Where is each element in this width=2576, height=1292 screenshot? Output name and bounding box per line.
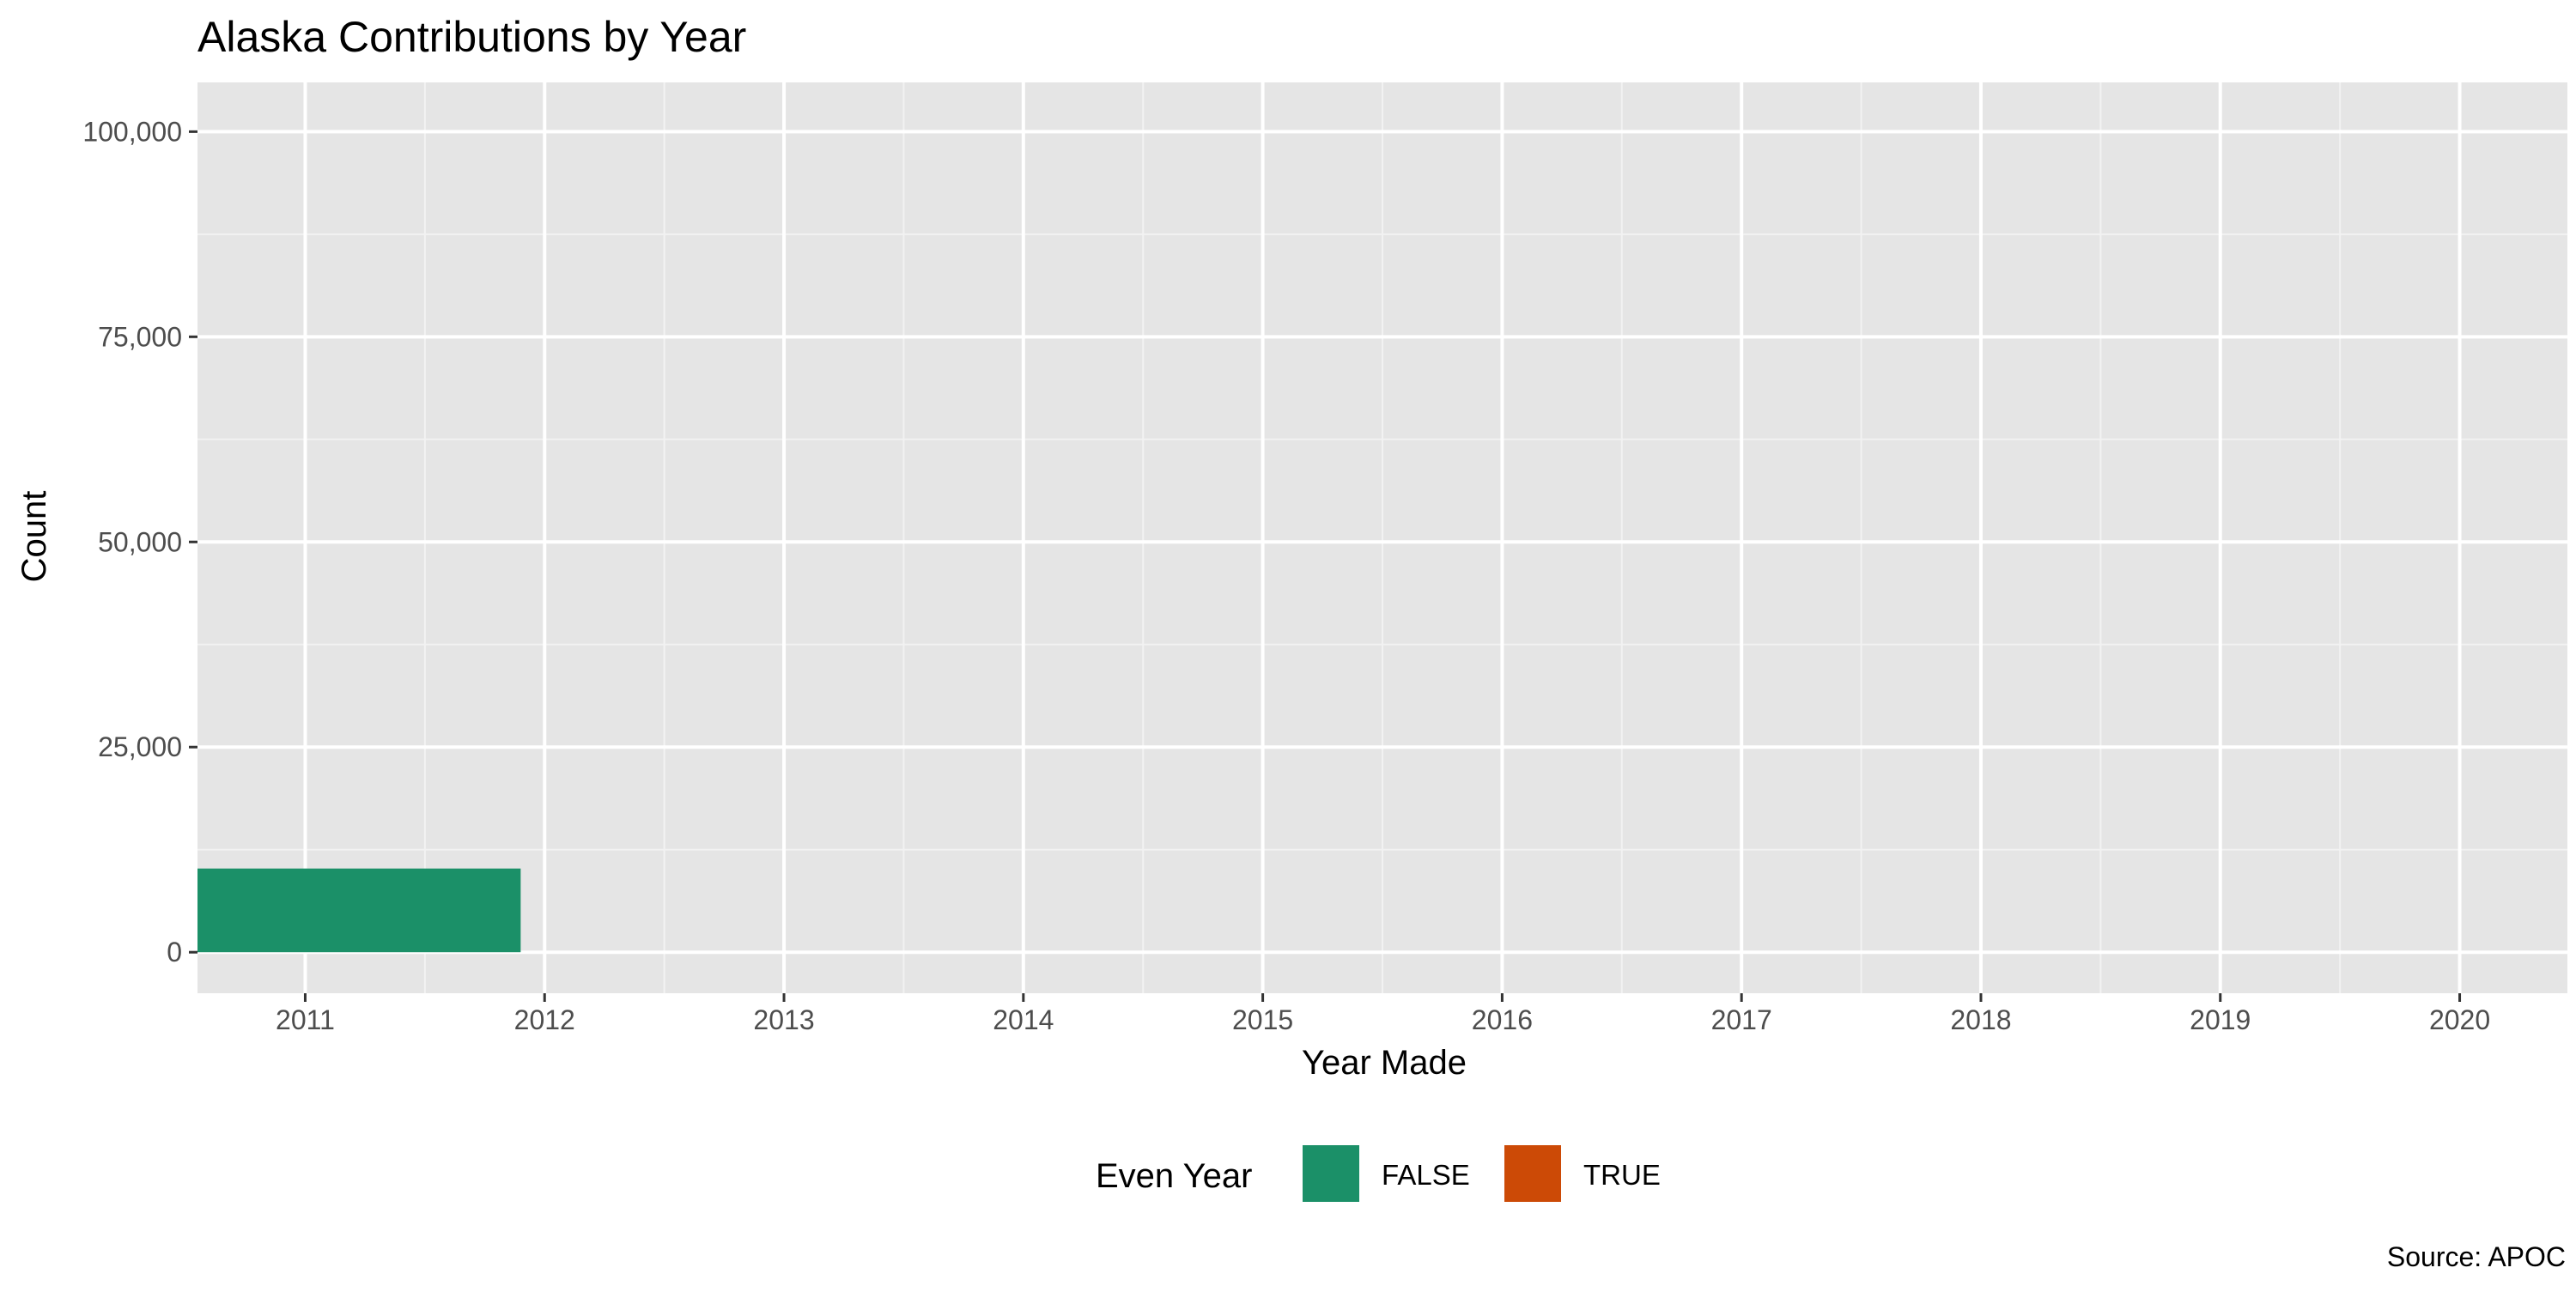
legend: Even Year FALSE TRUE — [1096, 1145, 1661, 1202]
legend-label-false: FALSE — [1382, 1159, 1470, 1191]
y-axis: 0 25,000 50,000 75,000 100,000 — [82, 116, 197, 967]
x-tick-label: 2016 — [1472, 1004, 1533, 1035]
y-tick-label: 25,000 — [98, 731, 182, 762]
chart-title: Alaska Contributions by Year — [197, 13, 746, 61]
x-tick-label: 2015 — [1232, 1004, 1293, 1035]
bar-series — [197, 868, 521, 953]
chart-caption: Source: APOC — [2387, 1241, 2566, 1272]
x-tick-label: 2019 — [2190, 1004, 2251, 1035]
x-tick-label: 2011 — [276, 1004, 335, 1035]
y-axis-label: Count — [15, 491, 53, 583]
legend-label-true: TRUE — [1583, 1159, 1661, 1191]
y-tick-label: 50,000 — [98, 526, 182, 557]
y-tick-label: 75,000 — [98, 321, 182, 352]
x-axis: 2011 2012 2013 2014 2015 2016 2017 2018 2019 2020 — [276, 993, 2490, 1035]
x-tick-label: 2020 — [2429, 1004, 2490, 1035]
y-tick-label: 100,000 — [82, 116, 182, 147]
x-axis-label: Year Made — [1302, 1044, 1467, 1082]
x-tick-label: 2018 — [1950, 1004, 2011, 1035]
x-tick-label: 2012 — [514, 1004, 575, 1035]
x-tick-label: 2013 — [753, 1004, 814, 1035]
x-tick-label: 2017 — [1711, 1004, 1772, 1035]
legend-key-false — [1303, 1145, 1359, 1202]
legend-title: Even Year — [1096, 1157, 1252, 1195]
bar-0 — [197, 868, 521, 953]
legend-key-true — [1504, 1145, 1561, 1202]
minor-gridlines — [197, 82, 2567, 993]
major-gridlines — [197, 82, 2567, 993]
y-tick-label: 0 — [167, 937, 182, 967]
x-tick-label: 2014 — [993, 1004, 1054, 1035]
